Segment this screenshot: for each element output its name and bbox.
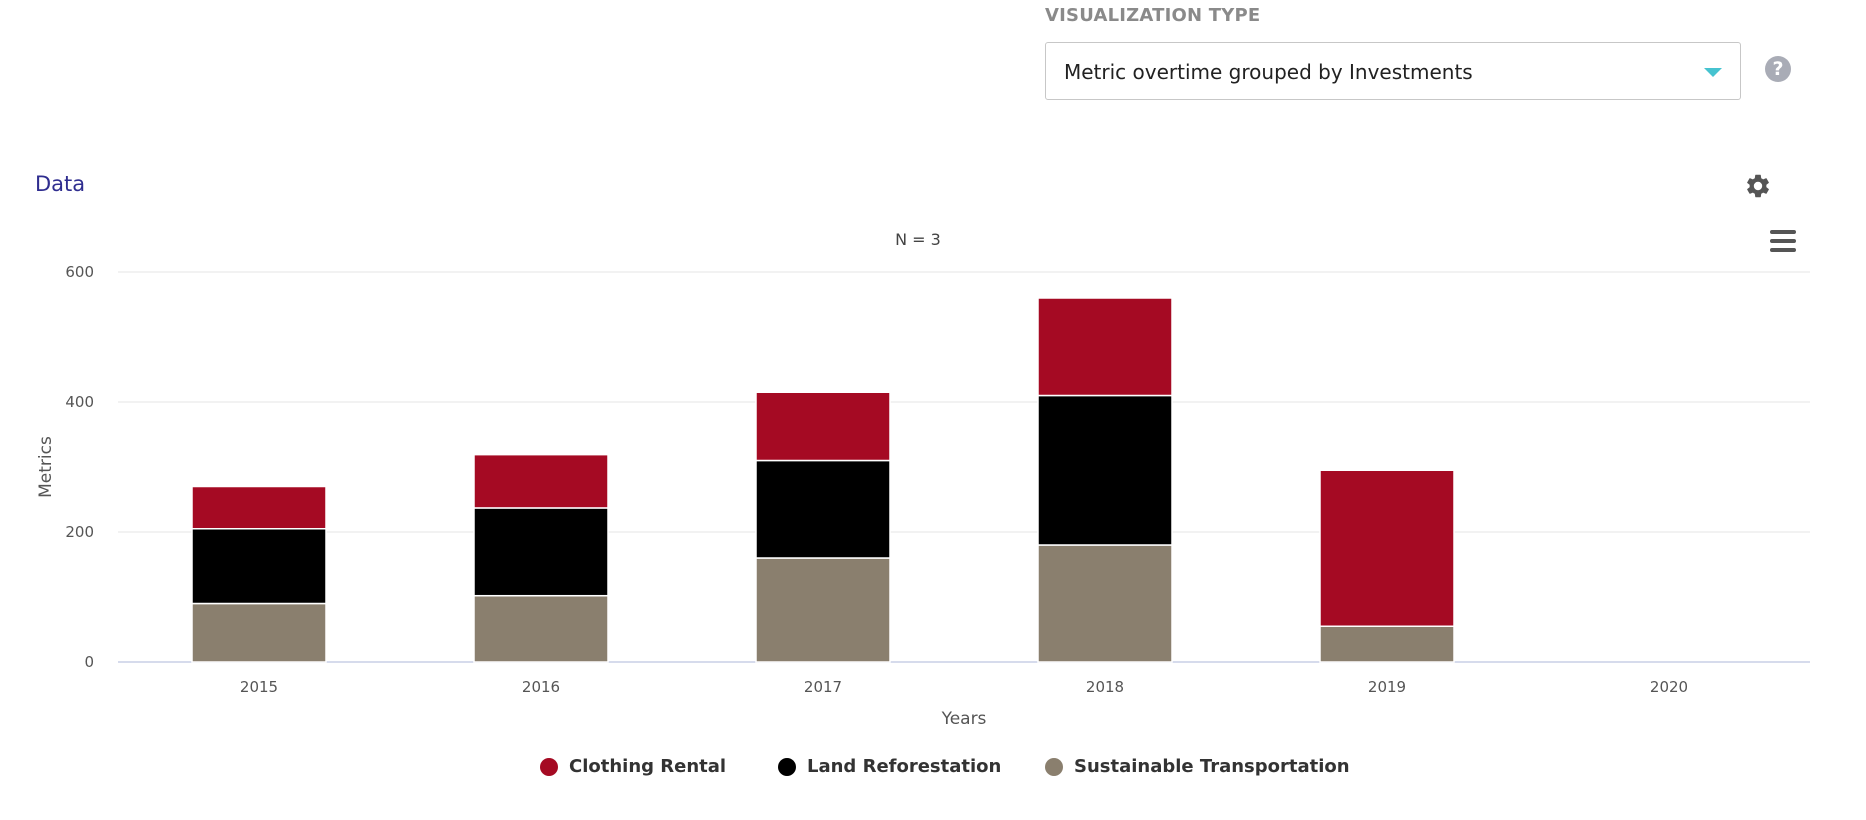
- chart-legend: Clothing Rental Land Reforestation Sustain…: [0, 755, 1866, 785]
- bar-sustainable-transportation-2018: [1037, 544, 1173, 663]
- hamburger-menu-icon[interactable]: [1770, 230, 1796, 252]
- bar-clothing-rental-2019: [1319, 469, 1455, 627]
- legend-label: Sustainable Transportation: [1074, 756, 1350, 777]
- x-tick-label: 2017: [804, 678, 842, 696]
- legend-marker: [540, 758, 558, 776]
- y-tick-label: 400: [65, 393, 94, 411]
- dropdown-caret-icon: [1704, 68, 1722, 77]
- question-circle-icon[interactable]: ?: [1765, 56, 1791, 82]
- selected-visualization-value: Metric overtime grouped by Investments: [1064, 60, 1473, 84]
- section-title: Data: [35, 172, 86, 196]
- x-tick-label: 2020: [1650, 678, 1688, 696]
- chart-subtitle: N = 3: [895, 230, 941, 249]
- bar-clothing-rental-2018: [1037, 297, 1173, 397]
- gear-icon[interactable]: [1744, 172, 1772, 200]
- x-tick-label: 2015: [240, 678, 278, 696]
- bar-clothing-rental-2016: [473, 453, 609, 509]
- bar-land-reforestation-2016: [473, 507, 609, 597]
- bar-land-reforestation-2017: [755, 459, 891, 559]
- bar-land-reforestation-2015: [191, 528, 327, 605]
- bar-clothing-rental-2015: [191, 485, 327, 530]
- bar-clothing-rental-2017: [755, 391, 891, 462]
- y-tick-label: 0: [84, 653, 94, 671]
- legend-marker: [1045, 758, 1063, 776]
- x-tick-label: 2016: [522, 678, 560, 696]
- legend-label: Land Reforestation: [807, 756, 1002, 777]
- y-tick-label: 600: [65, 263, 94, 281]
- bar-land-reforestation-2018: [1037, 394, 1173, 546]
- bar-sustainable-transportation-2017: [755, 557, 891, 663]
- legend-marker: [778, 758, 796, 776]
- bar-sustainable-transportation-2016: [473, 594, 609, 663]
- x-tick-label: 2018: [1086, 678, 1124, 696]
- visualization-type-label: VISUALIZATION TYPE: [1045, 5, 1261, 26]
- stacked-bar-chart: N = 3 0 200 400 600 Metrics 2015 2016 2017 2018 20…: [36, 230, 1810, 729]
- x-axis-label: Years: [941, 709, 987, 729]
- y-axis-label: Metrics: [36, 436, 56, 498]
- legend-label: Clothing Rental: [569, 756, 727, 777]
- y-tick-label: 200: [65, 523, 94, 541]
- visualization-type-select[interactable]: Metric overtime grouped by Investments: [1045, 42, 1741, 100]
- bar-sustainable-transportation-2019: [1319, 625, 1455, 663]
- x-tick-label: 2019: [1368, 678, 1406, 696]
- bar-sustainable-transportation-2015: [191, 602, 327, 663]
